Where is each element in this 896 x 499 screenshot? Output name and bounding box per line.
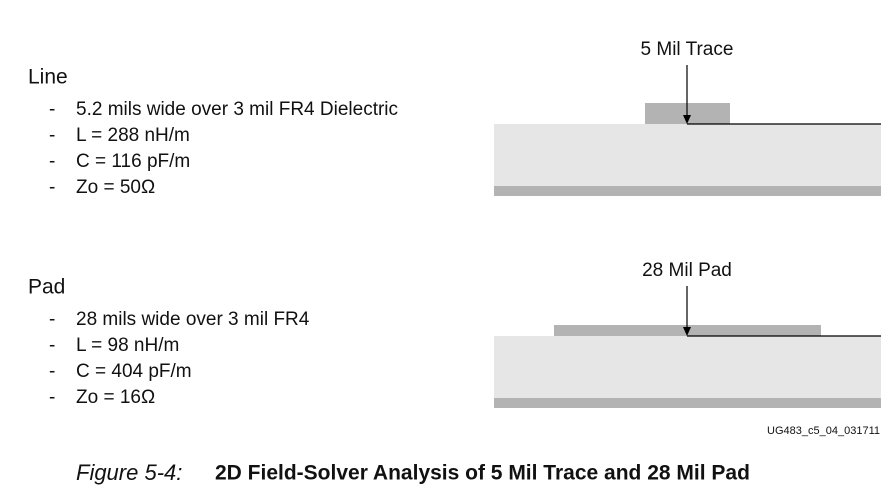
bullet: - bbox=[49, 125, 55, 146]
diagram-label: 28 Mil Pad bbox=[642, 260, 732, 281]
bullet-text: Zo = 50Ω bbox=[76, 177, 155, 198]
bullet-text: Zo = 16Ω bbox=[76, 387, 155, 408]
bullet-text: L = 288 nH/m bbox=[76, 125, 190, 146]
bullet-text: L = 98 nH/m bbox=[76, 335, 179, 356]
figure-number: Figure 5-4: bbox=[76, 460, 182, 485]
bullet: - bbox=[49, 309, 55, 330]
arrow-head bbox=[683, 115, 691, 124]
bullet: - bbox=[49, 99, 55, 120]
bullet-text: 28 mils wide over 3 mil FR4 bbox=[76, 309, 310, 330]
dielectric bbox=[494, 336, 881, 398]
ground-plane bbox=[494, 186, 881, 196]
bullet: - bbox=[49, 361, 55, 382]
arrow-head bbox=[683, 327, 691, 336]
bullet-text: C = 116 pF/m bbox=[76, 151, 190, 172]
bullet: - bbox=[49, 151, 55, 172]
figure-id: UG483_c5_04_031711 bbox=[767, 425, 880, 437]
bullet: - bbox=[49, 335, 55, 356]
bullet: - bbox=[49, 177, 55, 198]
section-title: Line bbox=[28, 66, 68, 89]
bullet: - bbox=[49, 387, 55, 408]
bullet-text: 5.2 mils wide over 3 mil FR4 Dielectric bbox=[76, 99, 398, 120]
figure-title: 2D Field-Solver Analysis of 5 Mil Trace … bbox=[215, 462, 750, 485]
diagram-label: 5 Mil Trace bbox=[641, 39, 734, 60]
bullet-text: C = 404 pF/m bbox=[76, 361, 192, 382]
ground-plane bbox=[494, 398, 881, 408]
dielectric bbox=[494, 124, 881, 186]
section-title: Pad bbox=[28, 276, 65, 299]
